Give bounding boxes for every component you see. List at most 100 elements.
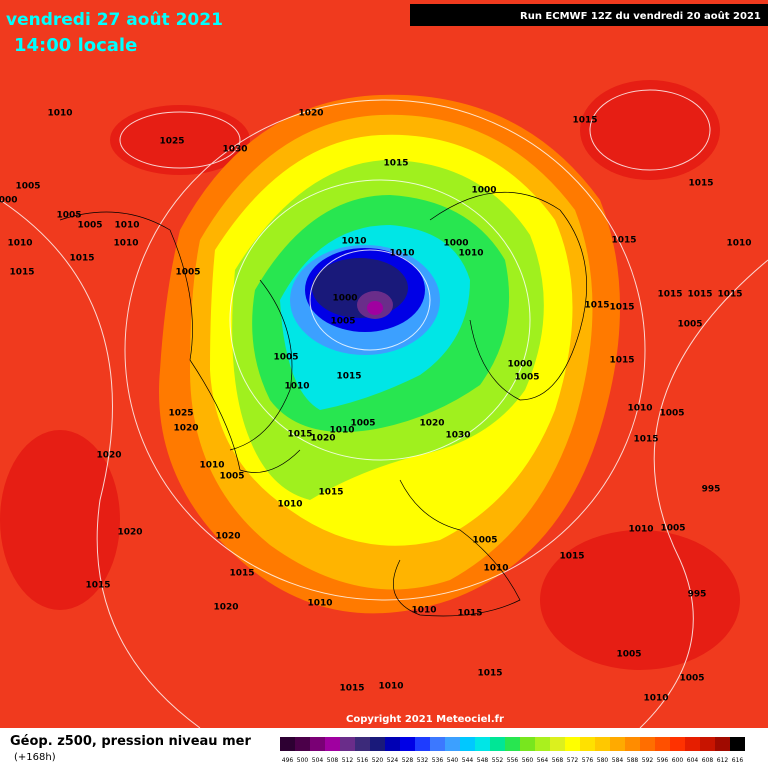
scale-label: 528 xyxy=(402,757,414,764)
pressure-label: 1010 xyxy=(627,404,652,414)
scale-label: 556 xyxy=(507,757,519,764)
scale-swatch xyxy=(370,737,385,751)
scale-label: 544 xyxy=(462,757,474,764)
pressure-label: 1025 xyxy=(168,409,193,419)
scale-swatch xyxy=(475,737,490,751)
scale-label: 496 xyxy=(282,757,294,764)
scale-swatch xyxy=(310,737,325,751)
scale-label: 572 xyxy=(567,757,579,764)
scale-label: 604 xyxy=(687,757,699,764)
pressure-label: 1015 xyxy=(318,488,343,498)
scale-label: 516 xyxy=(357,757,369,764)
pressure-label: 1015 xyxy=(688,179,713,189)
scale-label: 600 xyxy=(672,757,684,764)
pressure-label: 1020 xyxy=(117,528,142,538)
scale-label: 560 xyxy=(522,757,534,764)
scale-label: 576 xyxy=(582,757,594,764)
scale-swatch xyxy=(655,737,670,751)
pressure-label: 1020 xyxy=(96,451,121,461)
pressure-label: 1005 xyxy=(679,674,704,684)
pressure-label: 1010 xyxy=(114,221,139,231)
scale-label: 500 xyxy=(297,757,309,764)
scale-label: 608 xyxy=(702,757,714,764)
scale-label: 580 xyxy=(597,757,609,764)
scale-label: 592 xyxy=(642,757,654,764)
pressure-label: 1015 xyxy=(611,236,636,246)
pressure-label: 1005 xyxy=(175,268,200,278)
pressure-label: 1015 xyxy=(609,356,634,366)
pressure-label: 1010 xyxy=(7,239,32,249)
pressure-label: 1015 xyxy=(609,303,634,313)
pressure-label: 1020 xyxy=(310,434,335,444)
scale-swatch xyxy=(415,737,430,751)
pressure-label: 1000 xyxy=(0,196,18,206)
pressure-label: 1015 xyxy=(85,581,110,591)
scale-label: 564 xyxy=(537,757,549,764)
scale-label: 616 xyxy=(732,757,744,764)
pressure-label: 1000 xyxy=(507,360,532,370)
pressure-label: 1000 xyxy=(443,239,468,249)
pressure-label: 1030 xyxy=(445,431,470,441)
scale-swatch xyxy=(490,737,505,751)
pressure-label: 1015 xyxy=(383,159,408,169)
high-pressure-area xyxy=(580,80,720,180)
pressure-label: 1010 xyxy=(341,237,366,247)
scale-swatch xyxy=(340,737,355,751)
scale-label: 612 xyxy=(717,757,729,764)
scale-swatch xyxy=(520,737,535,751)
scale-label: 548 xyxy=(477,757,489,764)
pressure-label: 1005 xyxy=(350,419,375,429)
pressure-label: 1005 xyxy=(514,373,539,383)
scale-label: 508 xyxy=(327,757,339,764)
pressure-label: 995 xyxy=(688,590,707,600)
run-banner xyxy=(410,4,768,26)
scale-swatch xyxy=(535,737,550,751)
pressure-label: 1005 xyxy=(77,221,102,231)
scale-label: 504 xyxy=(312,757,324,764)
scale-swatch xyxy=(280,737,295,751)
pressure-label: 1005 xyxy=(660,524,685,534)
isobars xyxy=(0,89,768,729)
pressure-label: 1005 xyxy=(15,182,40,192)
scale-label: 584 xyxy=(612,757,624,764)
pressure-labels: 1010 1025 1030 1020 1015 1015 1000 1015 1005 1000… xyxy=(0,109,752,704)
pressure-label: 1015 xyxy=(229,569,254,579)
pressure-label: 1010 xyxy=(307,599,332,609)
scale-swatch xyxy=(325,737,340,751)
pressure-label: 1010 xyxy=(483,564,508,574)
scale-label: 588 xyxy=(627,757,639,764)
scale-swatch xyxy=(640,737,655,751)
pressure-label: 1015 xyxy=(477,669,502,679)
scale-swatch xyxy=(625,737,640,751)
scale-swatch xyxy=(670,737,685,751)
pressure-label: 1010 xyxy=(47,109,72,119)
pressure-label: 1010 xyxy=(389,249,414,259)
scale-swatch xyxy=(610,737,625,751)
scale-label: 596 xyxy=(657,757,669,764)
forecast-time: 14:00 locale xyxy=(14,35,137,56)
pressure-label: 1015 xyxy=(687,290,712,300)
pressure-label: 1015 xyxy=(69,254,94,264)
scale-swatch xyxy=(460,737,475,751)
pressure-label: 1005 xyxy=(616,650,641,660)
scale-swatch xyxy=(685,737,700,751)
geopotential-band xyxy=(367,301,383,315)
pressure-label: 1020 xyxy=(298,109,323,119)
pressure-label: 1015 xyxy=(339,684,364,694)
scale-swatch xyxy=(385,737,400,751)
pressure-label: 1010 xyxy=(113,239,138,249)
pressure-label: 1010 xyxy=(628,525,653,535)
high-pressure-area xyxy=(0,430,120,610)
pressure-label: 1000 xyxy=(471,186,496,196)
pressure-label: 1030 xyxy=(222,145,247,155)
pressure-label: 1015 xyxy=(633,435,658,445)
scale-swatch xyxy=(430,737,445,751)
scale-swatch xyxy=(400,737,415,751)
pressure-label: 1005 xyxy=(56,211,81,221)
pressure-label: 1025 xyxy=(159,137,184,147)
scale-swatch xyxy=(730,737,745,751)
scale-swatch xyxy=(445,737,460,751)
scale-swatch xyxy=(565,737,580,751)
